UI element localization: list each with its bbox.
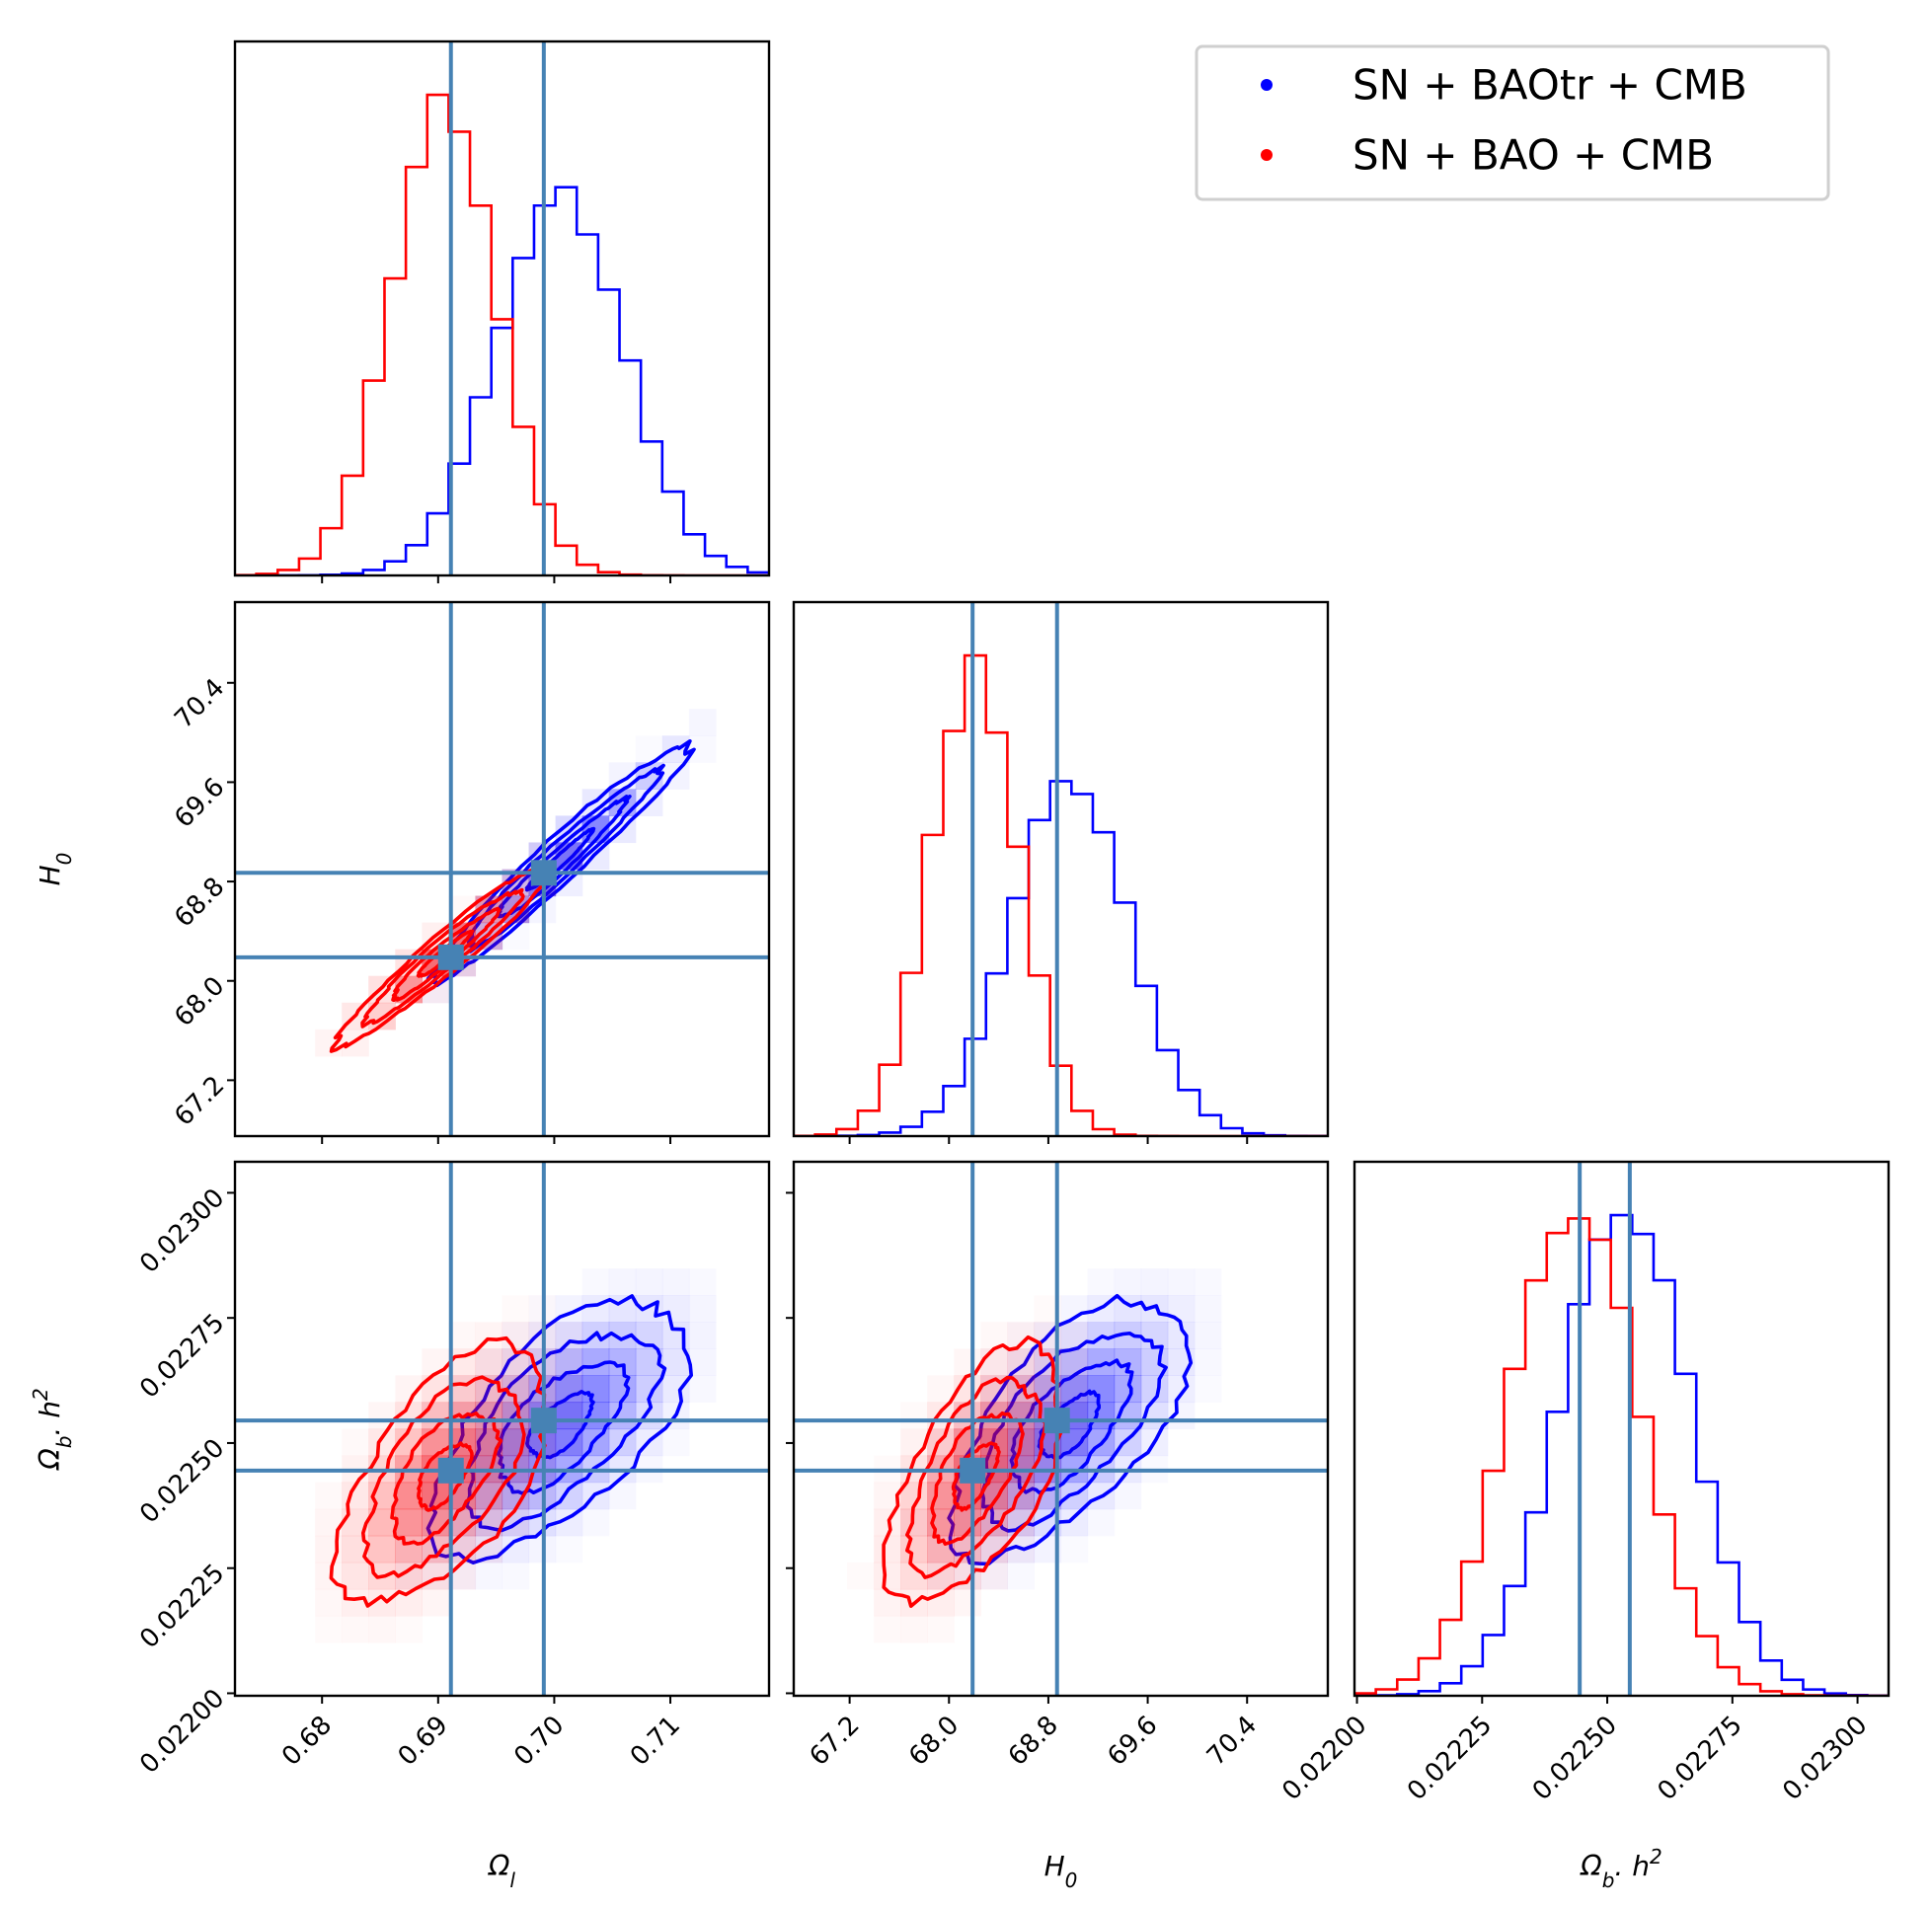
panel-frame — [233, 1160, 771, 1698]
panel-hist-omega_b_h2 — [1354, 1162, 1889, 1696]
x-tick-label-omega_b_h2: 0.02300 — [1777, 1711, 1873, 1806]
contour-omega_l-omega_b_h2-s1-l0 — [417, 1441, 474, 1512]
contour-H0-omega_b_h2-s0-l1 — [1009, 1358, 1134, 1495]
truth-marker-0 — [530, 1408, 557, 1434]
panel-hist-omega_l — [235, 41, 769, 575]
y-tick-label-omega_b_h2: 0.02200 — [134, 1684, 230, 1780]
contour-H0-omega_b_h2-s1-l2 — [905, 1375, 1047, 1579]
contour-omega_l-omega_b_h2-s0-l0 — [525, 1390, 595, 1460]
x-tick-label-omega_l: 0.69 — [393, 1711, 454, 1772]
x-tick-label-H0: 68.8 — [1003, 1711, 1064, 1772]
contour-H0-omega_b_h2-s1-l3 — [882, 1335, 1065, 1608]
contour-omega_l-omega_b_h2-s1-l2 — [361, 1375, 526, 1579]
x-tick-label-omega_b_h2: 0.02200 — [1276, 1711, 1372, 1806]
truth-marker-1 — [437, 1457, 464, 1484]
contour-omega_l-H0-s1-l3 — [329, 867, 549, 1053]
y-tick-label-H0: 68.8 — [169, 872, 230, 933]
contour-omega_l-H0-s0-l0 — [524, 826, 596, 892]
x-tick-label-H0: 69.6 — [1102, 1711, 1163, 1772]
legend: SN + BAOtr + CMB SN + BAO + CMB — [1195, 44, 1830, 201]
y-tick-label-omega_b_h2: 0.02250 — [134, 1433, 230, 1529]
truth-marker-0 — [530, 860, 557, 886]
x-tick-label-H0: 70.4 — [1201, 1711, 1263, 1772]
y-tick-label-H0: 67.2 — [169, 1071, 230, 1132]
legend-marker-0 — [1261, 79, 1273, 91]
y-tick-label-H0: 70.4 — [169, 673, 230, 734]
contour-omega_l-H0-s0-l2 — [466, 763, 665, 954]
contour-omega_l-H0-s1-l1 — [391, 906, 502, 1003]
hist-omega_b_h2-series-0 — [1354, 1213, 1889, 1696]
truth-marker-0 — [1043, 1408, 1070, 1434]
contour-omega_l-omega_b_h2-s1-l3 — [329, 1335, 550, 1608]
hist-omega_l-series-1 — [235, 93, 769, 575]
contour-H0-omega_b_h2-s1-l0 — [951, 1441, 1001, 1512]
x-axis-label-H0: H0 — [1044, 1850, 1078, 1892]
y-axis-label-omega_b_h2: Ωb. h2 — [29, 1388, 76, 1470]
hist-omega_b_h2-series-1 — [1354, 1217, 1889, 1696]
x-tick-label-H0: 67.2 — [804, 1711, 865, 1772]
x-axis-label-omega_b_h2: Ωb. h2 — [1580, 1845, 1662, 1892]
panel-2d-H0-omega_b_h2 — [794, 1162, 1328, 1696]
hist-omega_l-series-0 — [235, 186, 769, 575]
x-tick-label-omega_l: 0.71 — [625, 1711, 686, 1772]
hist-H0-series-0 — [794, 780, 1328, 1136]
panel-frame — [233, 39, 771, 577]
contour-omega_l-H0-s1-l2 — [360, 887, 525, 1029]
hist-H0-series-1 — [794, 653, 1328, 1136]
contour-H0-omega_b_h2-s0-l0 — [1037, 1389, 1101, 1461]
truth-marker-1 — [960, 1457, 986, 1484]
contour-omega_l-H0-s0-l1 — [497, 795, 632, 919]
x-tick-label-omega_b_h2: 0.02225 — [1402, 1711, 1498, 1806]
x-axis-label-omega_l: Ωl — [488, 1850, 515, 1892]
panel-frame — [1352, 1160, 1891, 1698]
contour-H0-omega_b_h2-s0-l2 — [980, 1332, 1168, 1533]
panel-2d-omega_l-omega_b_h2 — [235, 1162, 769, 1696]
legend-label-0: SN + BAOtr + CMB — [1352, 61, 1747, 110]
legend-frame — [1195, 44, 1830, 201]
truth-marker-1 — [437, 944, 464, 970]
contour-omega_l-omega_b_h2-s0-l1 — [497, 1360, 631, 1495]
contour-omega_l-omega_b_h2-s1-l1 — [390, 1411, 503, 1546]
x-tick-label-omega_l: 0.70 — [508, 1711, 570, 1772]
x-tick-label-omega_b_h2: 0.02275 — [1653, 1711, 1748, 1806]
y-tick-label-H0: 68.0 — [169, 971, 230, 1032]
x-tick-label-omega_b_h2: 0.02250 — [1527, 1711, 1623, 1806]
legend-marker-1 — [1261, 149, 1273, 161]
legend-label-1: SN + BAO + CMB — [1352, 131, 1714, 180]
contour-H0-omega_b_h2-s1-l1 — [930, 1411, 1025, 1546]
panel-frame — [792, 1160, 1330, 1698]
panel-2d-omega_l-H0 — [235, 602, 769, 1136]
x-tick-label-H0: 68.0 — [903, 1711, 965, 1772]
y-tick-label-omega_b_h2: 0.02275 — [134, 1308, 230, 1404]
y-tick-label-omega_b_h2: 0.02225 — [134, 1559, 230, 1654]
panel-hist-H0 — [794, 602, 1328, 1136]
panel-frame — [233, 600, 771, 1138]
y-tick-label-H0: 69.6 — [169, 773, 230, 834]
x-tick-label-omega_l: 0.68 — [276, 1711, 338, 1772]
y-tick-label-omega_b_h2: 0.02300 — [134, 1183, 230, 1279]
y-axis-label-H0: H0 — [34, 853, 76, 886]
panel-frame — [792, 600, 1330, 1138]
